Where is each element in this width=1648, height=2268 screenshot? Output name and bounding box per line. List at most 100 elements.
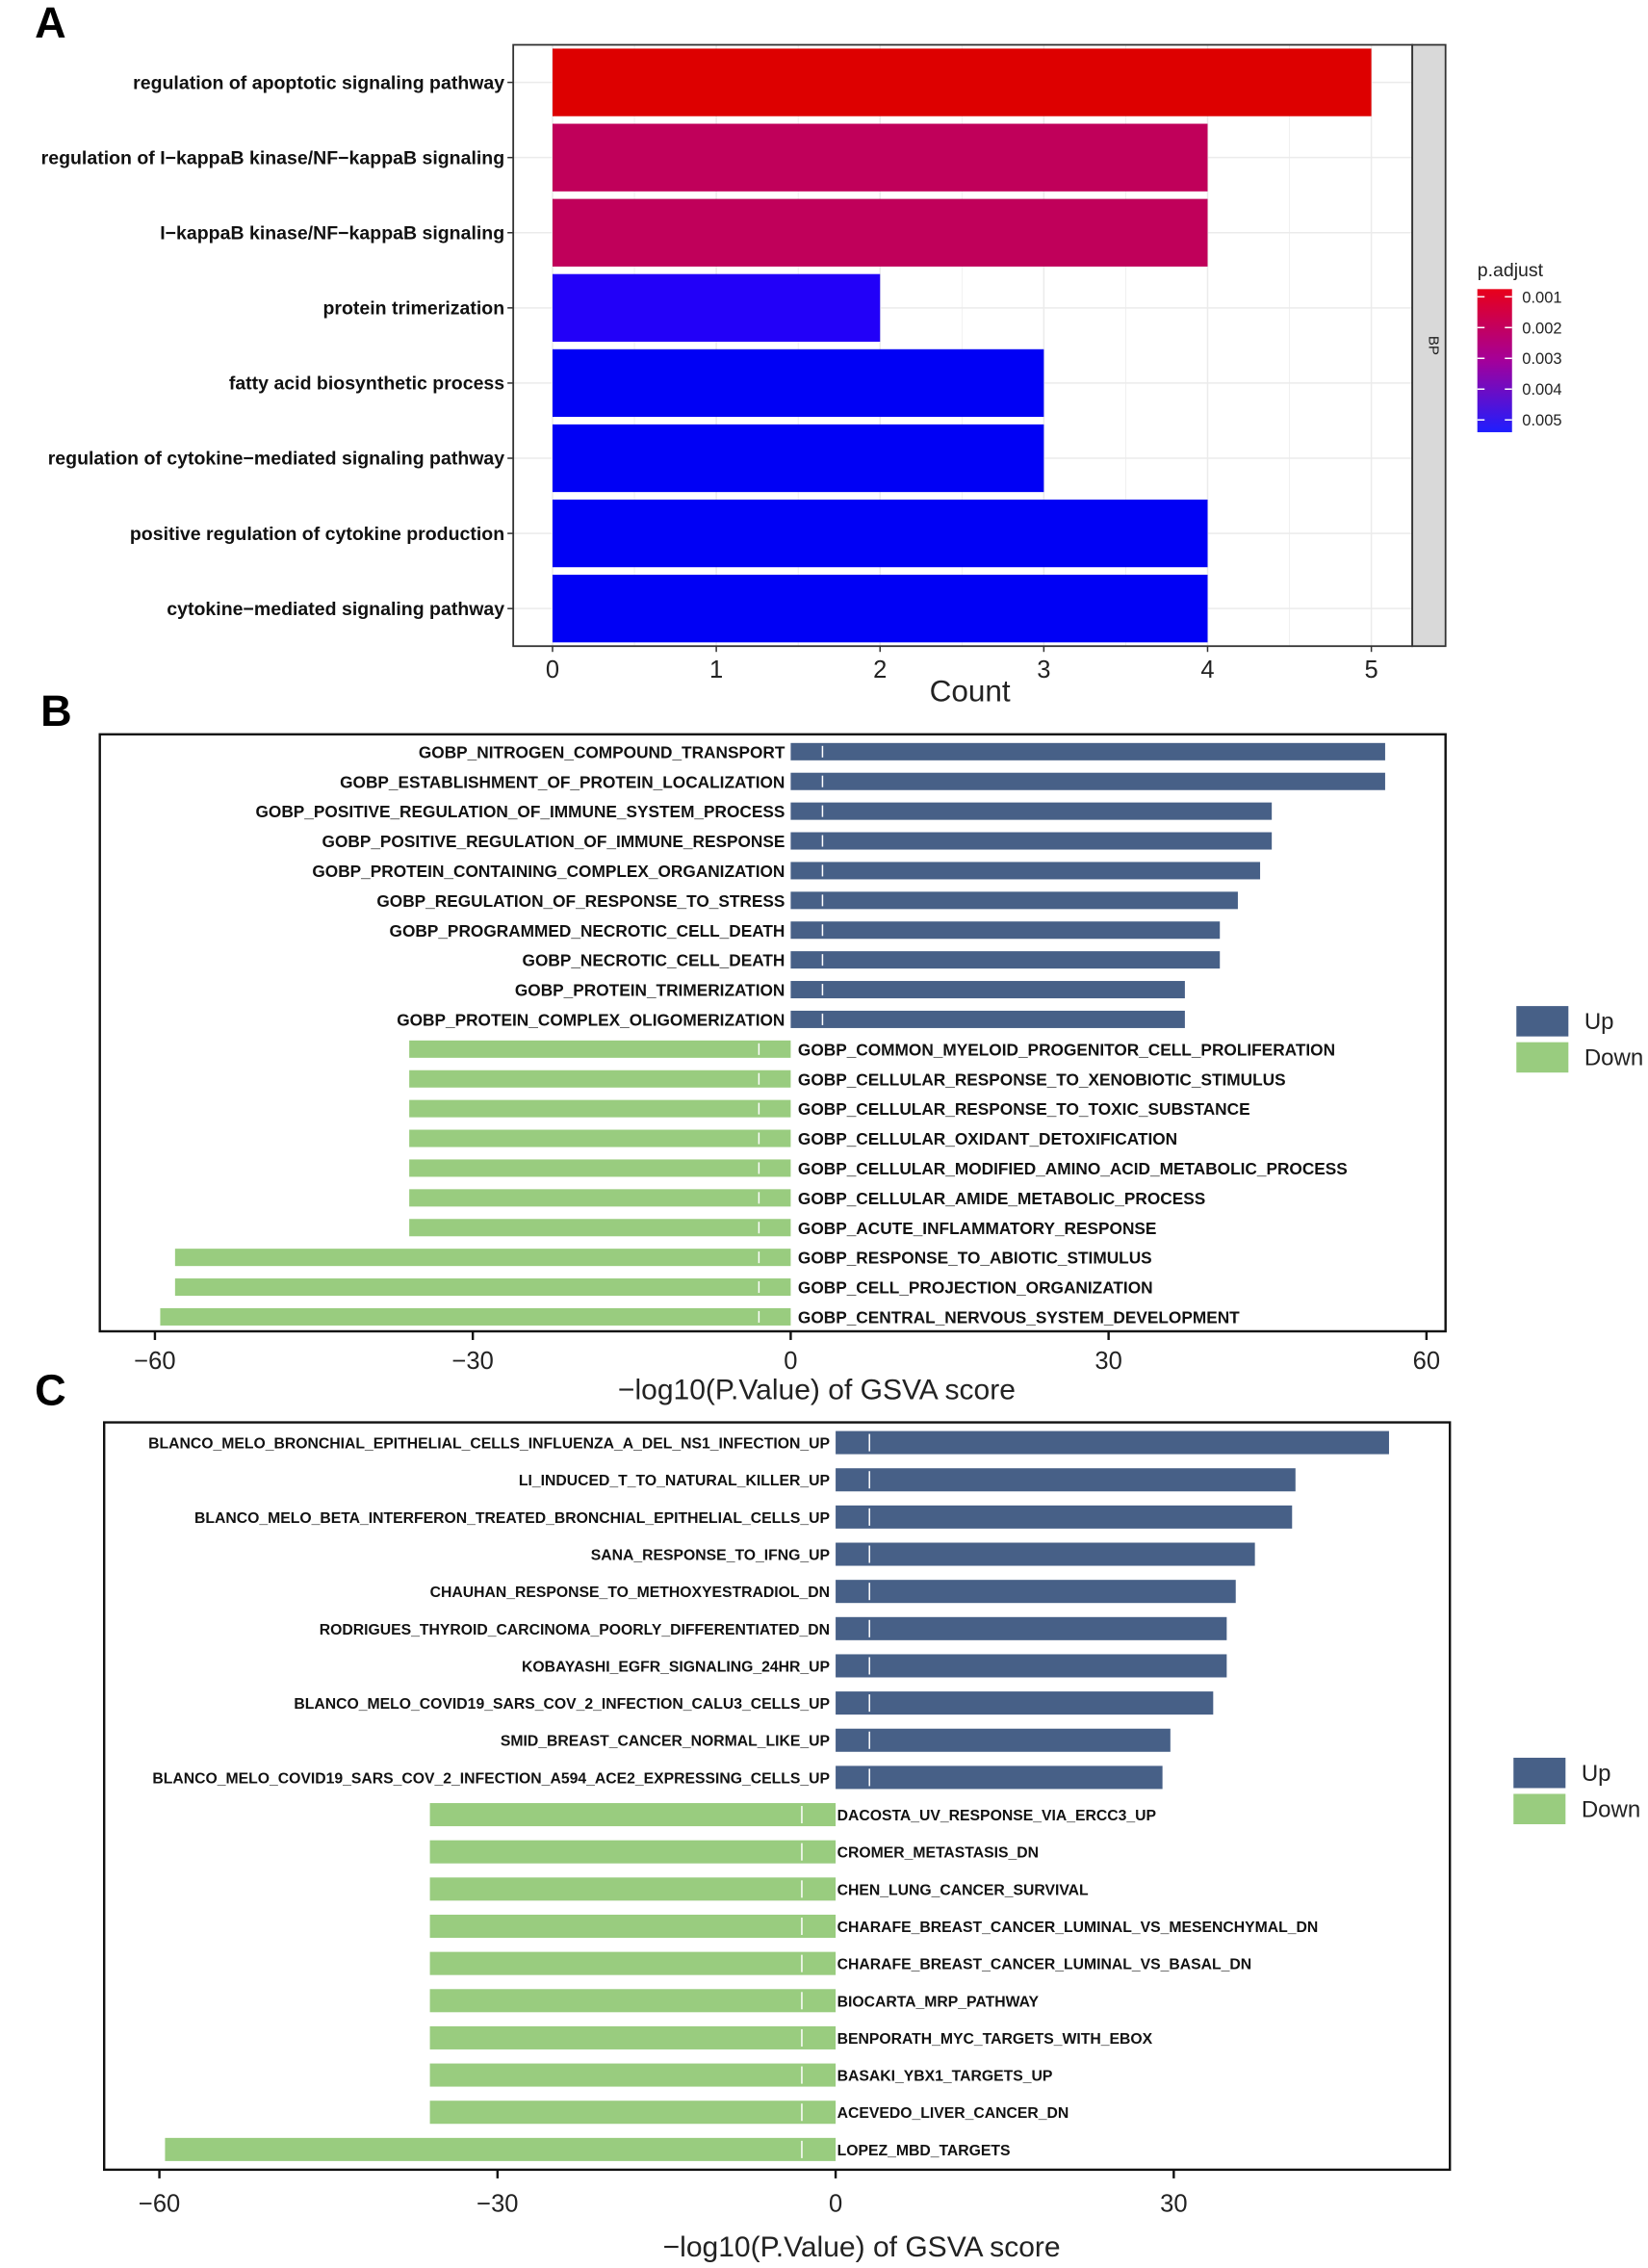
category-label: GOBP_NITROGEN_COMPOUND_TRANSPORT: [419, 742, 785, 761]
plot-border: [98, 733, 1447, 1333]
x-tick-label: −60: [139, 2190, 180, 2217]
x-tick-label: 5: [1365, 657, 1378, 683]
legend-swatch-down: [1516, 1042, 1569, 1073]
bar-down: [429, 1840, 837, 1864]
bar-up: [790, 802, 1273, 820]
category-label: GOBP_CELLULAR_OXIDANT_DETOXIFICATION: [798, 1129, 1177, 1148]
category-label: BASAKI_YBX1_TARGETS_UP: [837, 2069, 1053, 2085]
x-tick-label: 3: [1037, 657, 1050, 683]
panel-c-msigdb-gsva-chart: BLANCO_MELO_BRONCHIAL_EPITHELIAL_CELLS_I…: [103, 1421, 1640, 2263]
bar-up: [836, 1580, 1236, 1604]
panel-letter-a: A: [35, 0, 66, 47]
panel-a-enrichment-bar-chart: regulation of apoptotic signaling pathwa…: [41, 43, 1562, 708]
bar-down: [409, 1129, 791, 1147]
bar-up: [790, 742, 1385, 760]
category-label: DACOSTA_UV_RESPONSE_VIA_ERCC3_UP: [837, 1808, 1156, 1824]
category-label: SMID_BREAST_CANCER_NORMAL_LIKE_UP: [501, 1734, 830, 1750]
legend-swatch-up: [1513, 1757, 1566, 1789]
bar-up: [836, 1505, 1293, 1529]
bar-4: [552, 273, 881, 342]
facet-strip: [1411, 43, 1447, 648]
category-label: cytokine−mediated signaling pathway: [167, 599, 504, 620]
category-label: BIOCARTA_MRP_PATHWAY: [837, 1994, 1040, 2010]
category-label: BLANCO_MELO_BRONCHIAL_EPITHELIAL_CELLS_I…: [148, 1436, 830, 1453]
bar-up: [836, 1691, 1214, 1715]
legend-swatch-up: [1516, 1006, 1569, 1037]
bar-down: [429, 2063, 837, 2087]
category-label: GOBP_CELL_PROJECTION_ORGANIZATION: [798, 1278, 1153, 1298]
category-label: CROMER_METASTASIS_DN: [837, 1845, 1039, 1862]
category-label: GOBP_COMMON_MYELOID_PROGENITOR_CELL_PROL…: [798, 1040, 1335, 1059]
panel-b-gobp-gsva-chart: GOBP_NITROGEN_COMPOUND_TRANSPORT GOBP_EST…: [98, 733, 1643, 1406]
category-label: GOBP_NECROTIC_CELL_DEATH: [523, 951, 785, 970]
category-label: LOPEZ_MBD_TARGETS: [837, 2143, 1011, 2159]
x-axis-title: −log10(P.Value) of GSVA score: [618, 1375, 1016, 1406]
category-label: CHARAFE_BREAST_CANCER_LUMINAL_VS_MESENCH…: [837, 1920, 1319, 1936]
bar-down: [429, 1877, 837, 1901]
x-tick-label: 2: [873, 657, 887, 683]
bar-down: [409, 1099, 791, 1118]
category-label: BLANCO_MELO_COVID19_SARS_COV_2_INFECTION…: [152, 1770, 830, 1787]
category-label: GOBP_CELLULAR_MODIFIED_AMINO_ACID_METABO…: [798, 1159, 1348, 1178]
x-axis-title: −log10(P.Value) of GSVA score: [663, 2231, 1061, 2263]
legend-title: p.adjust: [1478, 260, 1544, 281]
category-label: BLANCO_MELO_BETA_INTERFERON_TREATED_BRON…: [194, 1510, 830, 1527]
legend-label: 0.002: [1522, 320, 1561, 337]
plot-border: [103, 1421, 1452, 2172]
x-tick-label: 60: [1413, 1348, 1440, 1375]
category-label: KOBAYASHI_EGFR_SIGNALING_24HR_UP: [522, 1659, 830, 1675]
category-label: BLANCO_MELO_COVID19_SARS_COV_2_INFECTION…: [294, 1696, 830, 1713]
bar-down: [409, 1070, 791, 1088]
bar-up: [790, 1010, 1185, 1028]
x-tick-label: 30: [1094, 1348, 1121, 1375]
legend-label: 0.001: [1522, 289, 1561, 306]
bar-up: [836, 1542, 1255, 1566]
category-label: CHAUHAN_RESPONSE_TO_METHOXYESTRADIOL_DN: [430, 1585, 830, 1601]
category-label: GOBP_POSITIVE_REGULATION_OF_IMMUNE_SYSTE…: [256, 802, 785, 821]
bar-up: [836, 1765, 1163, 1790]
category-label: GOBP_PROTEIN_COMPLEX_OLIGOMERIZATION: [397, 1011, 785, 1030]
x-tick-label: 4: [1200, 657, 1214, 683]
bar-6: [552, 424, 1044, 493]
bar-down: [409, 1159, 791, 1177]
legend-label-down: Down: [1584, 1045, 1643, 1071]
bar-down: [409, 1040, 791, 1058]
category-label: GOBP_PROTEIN_TRIMERIZATION: [515, 981, 785, 1000]
category-label: GOBP_ESTABLISHMENT_OF_PROTEIN_LOCALIZATI…: [340, 772, 785, 791]
category-label: positive regulation of cytokine producti…: [130, 524, 504, 545]
panel-letter-c: C: [35, 1366, 66, 1415]
category-label: CHEN_LUNG_CANCER_SURVIVAL: [837, 1882, 1089, 1898]
bar-3: [552, 198, 1208, 267]
bar-down: [429, 2100, 837, 2125]
bar-up: [836, 1728, 1171, 1752]
bar-up: [836, 1654, 1227, 1678]
bar-1: [552, 48, 1372, 116]
legend-label: 0.004: [1522, 381, 1561, 399]
bar-down: [174, 1249, 791, 1267]
x-tick-label: 1: [709, 657, 723, 683]
bar-down: [160, 1307, 791, 1326]
bar-up: [790, 951, 1221, 969]
bar-down: [429, 1989, 837, 2013]
category-label: GOBP_CELLULAR_RESPONSE_TO_XENOBIOTIC_STI…: [798, 1070, 1286, 1089]
legend-swatch-down: [1513, 1793, 1566, 1825]
bar-down: [174, 1278, 791, 1297]
category-label: GOBP_POSITIVE_REGULATION_OF_IMMUNE_RESPO…: [322, 832, 785, 851]
x-tick-label: 30: [1160, 2190, 1187, 2217]
category-label: LI_INDUCED_T_TO_NATURAL_KILLER_UP: [519, 1473, 830, 1489]
bar-down: [165, 2137, 837, 2161]
category-label: GOBP_CENTRAL_NERVOUS_SYSTEM_DEVELOPMENT: [798, 1308, 1240, 1327]
bar-8: [552, 575, 1208, 643]
category-label: regulation of apoptotic signaling pathwa…: [133, 72, 504, 93]
panel-letter-b: B: [40, 686, 72, 735]
bar-down: [429, 1803, 837, 1827]
x-tick-label: 0: [784, 1348, 797, 1375]
category-label: regulation of cytokine−mediated signalin…: [48, 449, 505, 470]
bar-2: [552, 123, 1208, 192]
x-tick-label: 0: [829, 2190, 842, 2217]
category-label: GOBP_CELLULAR_AMIDE_METABOLIC_PROCESS: [798, 1189, 1205, 1208]
bar-down: [429, 1914, 837, 1939]
x-tick-label: −30: [476, 2190, 518, 2217]
x-tick-label: −60: [134, 1348, 175, 1375]
